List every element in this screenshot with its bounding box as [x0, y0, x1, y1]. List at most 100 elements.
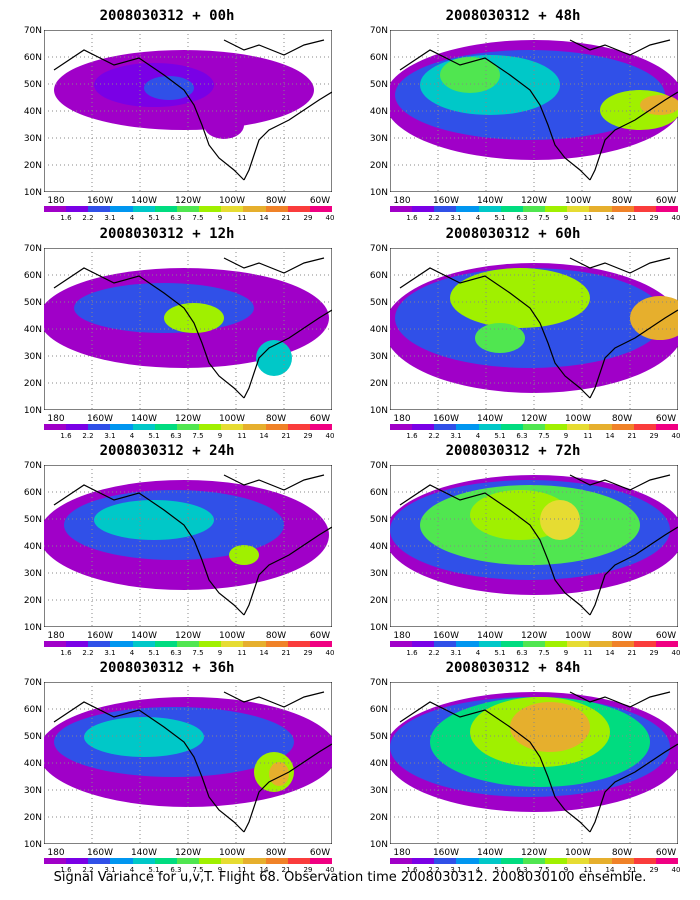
longitude-label: 80W [611, 631, 633, 641]
colorbar-swatch [500, 858, 523, 864]
colorbar-label: 3.1 [104, 649, 116, 657]
colorbar [390, 858, 679, 864]
colorbar-swatch [309, 641, 333, 647]
colorbar-label: 21 [281, 432, 291, 440]
colorbar-label: 40 [671, 649, 681, 657]
colorbar-label: 6.3 [170, 866, 182, 874]
variance-field [390, 682, 678, 844]
colorbar-label: 1.6 [60, 866, 72, 874]
colorbar-swatch [176, 424, 200, 430]
colorbar-label: 6.3 [516, 214, 528, 222]
colorbar-swatch [434, 424, 457, 430]
map-plot [390, 682, 678, 844]
latitude-label: 50N [23, 80, 42, 90]
latitude-label: 70N [23, 244, 42, 254]
latitude-label: 40N [23, 759, 42, 769]
colorbar-swatch [243, 424, 266, 430]
colorbar-swatch [199, 206, 222, 212]
colorbar-swatch [522, 858, 546, 864]
colorbar-label: 3.1 [104, 214, 116, 222]
longitude-label: 180 [47, 414, 65, 424]
colorbar-swatch [545, 641, 568, 647]
colorbar-label: 9 [563, 649, 569, 657]
colorbar-swatch [88, 424, 111, 430]
latitude-label: 50N [23, 298, 42, 308]
colorbar-label: 11 [237, 432, 247, 440]
latitude-label: 70N [23, 678, 42, 688]
colorbar-label: 9 [563, 432, 569, 440]
latitude-label: 60N [23, 705, 42, 715]
latitude-label: 40N [23, 542, 42, 552]
colorbar-swatch [287, 206, 310, 212]
colorbar-swatch [154, 206, 177, 212]
colorbar-swatch [309, 858, 333, 864]
colorbar-label: 5.1 [494, 214, 506, 222]
latitude-label: 10N [23, 188, 42, 198]
colorbar-swatch [44, 641, 67, 647]
longitude-label: 60W [655, 631, 677, 641]
variance-contour [144, 76, 194, 100]
colorbar-label: 9 [217, 649, 223, 657]
colorbar-swatch [176, 206, 200, 212]
colorbar-label: 14 [605, 649, 615, 657]
colorbar-label: 11 [583, 649, 593, 657]
variance-contour [510, 702, 590, 752]
colorbar-label: 9 [563, 866, 569, 874]
longitude-label: 80W [611, 848, 633, 858]
longitude-label: 100W [564, 414, 592, 424]
colorbar [44, 858, 333, 864]
longitude-label: 180 [393, 196, 411, 206]
colorbar-label: 2.2 [428, 649, 440, 657]
colorbar-label: 9 [563, 214, 569, 222]
latitude-label: 40N [23, 107, 42, 117]
latitude-label: 20N [369, 596, 388, 606]
colorbar [390, 424, 679, 430]
colorbar-label: 4 [475, 649, 481, 657]
colorbar-label: 2.2 [428, 866, 440, 874]
variance-contour [164, 303, 224, 333]
colorbar-swatch [309, 424, 333, 430]
latitude-label: 60N [23, 53, 42, 63]
colorbar-label: 6.3 [170, 649, 182, 657]
latitude-label: 50N [23, 732, 42, 742]
colorbar-label: 1.6 [406, 214, 418, 222]
colorbar-label: 7.5 [192, 432, 204, 440]
colorbar-swatch [478, 206, 501, 212]
colorbar-label: 1.6 [406, 432, 418, 440]
map-panel: 2008030312 + 24h 70N 60N 50N 40N 30N 20N 10N 180… [12, 443, 352, 658]
longitude-label: 120W [520, 414, 548, 424]
colorbar [390, 641, 679, 647]
coastline [399, 691, 678, 833]
longitude-label: 80W [265, 196, 287, 206]
map-panel: 2008030312 + 00h 70N 60N 50N 40N 30N 20N 10N 180… [12, 8, 352, 223]
colorbar-label: 29 [303, 866, 313, 874]
longitude-label: 180 [47, 196, 65, 206]
latitude-label: 70N [23, 26, 42, 36]
colorbar-swatch [545, 206, 568, 212]
longitude-label: 80W [265, 631, 287, 641]
colorbar-swatch [500, 641, 523, 647]
colorbar-swatch [44, 206, 67, 212]
colorbar-label: 3.1 [104, 866, 116, 874]
colorbar-label: 29 [303, 214, 313, 222]
colorbar-label: 21 [281, 866, 291, 874]
longitude-label: 80W [265, 414, 287, 424]
variance-contour [229, 545, 259, 565]
colorbar-swatch [633, 858, 656, 864]
colorbar-swatch [44, 858, 67, 864]
longitude-label: 160W [86, 414, 114, 424]
latitude-label: 50N [369, 732, 388, 742]
longitude-label: 120W [520, 631, 548, 641]
colorbar-swatch [265, 424, 288, 430]
colorbar-label: 5.1 [148, 214, 160, 222]
latitude-label: 60N [369, 488, 388, 498]
latitude-label: 20N [23, 161, 42, 171]
colorbar-swatch [66, 424, 89, 430]
colorbar-swatch [456, 206, 479, 212]
latitude-label: 50N [369, 515, 388, 525]
colorbar-swatch [633, 206, 656, 212]
colorbar-swatch [611, 641, 634, 647]
colorbar-swatch [456, 858, 479, 864]
colorbar-label: 2.2 [428, 214, 440, 222]
colorbar-label: 4 [129, 432, 135, 440]
